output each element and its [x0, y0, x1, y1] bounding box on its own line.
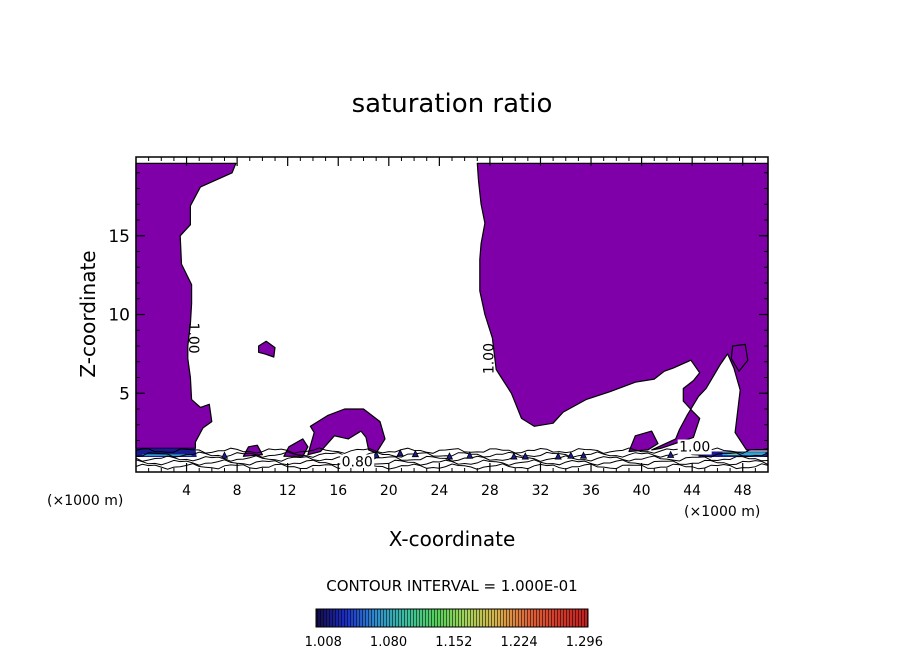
low-contour-0: [135, 463, 769, 470]
x-axis-label: X-coordinate: [389, 527, 516, 551]
x-tick-label-36: 36: [582, 483, 600, 499]
patch-7: [667, 450, 675, 458]
x-tick-label-40: 40: [633, 483, 651, 499]
surface-bands: [136, 448, 768, 457]
colorbar: 1.008 1.080 1.152 1.224 1.296: [305, 608, 603, 650]
region-small-10: [258, 340, 276, 358]
region-right: [476, 162, 769, 451]
y-ticks: 5 10 15: [108, 172, 768, 457]
y-tick-label-10: 10: [108, 306, 130, 326]
x-tick-label-4: 4: [182, 483, 191, 499]
patch-9: [445, 452, 454, 460]
patch-2: [510, 452, 518, 460]
x-unit-label-right: (×1000 m): [684, 504, 760, 520]
y-tick-label-15: 15: [108, 227, 130, 247]
x-tick-label-32: 32: [532, 483, 550, 499]
patch-11: [220, 451, 229, 459]
contour-label-1: 1.00: [482, 343, 498, 374]
colorbar-tick-label-0: 1.008: [305, 635, 342, 650]
colorbar-tick-label-3: 1.224: [500, 635, 537, 650]
patch-5: [567, 451, 575, 459]
low-contour-3: [135, 451, 769, 458]
x-tick-label-8: 8: [233, 483, 242, 499]
region-island: [730, 343, 749, 372]
low-contour-4: [135, 447, 769, 454]
contour-interval-text: CONTOUR INTERVAL = 1.000E-01: [326, 577, 577, 595]
x-unit-label-left: (×1000 m): [47, 493, 123, 509]
contour-label-3: 0.80: [342, 454, 373, 470]
colorbar-frame: [315, 608, 589, 628]
colorbar-tick-labels: 1.008 1.080 1.152 1.224 1.296: [305, 635, 603, 650]
colorbar-tick-label-2: 1.152: [435, 635, 472, 650]
region-blob-40: [628, 430, 659, 453]
surface-band-accent-2: [727, 453, 738, 455]
x-tick-label-20: 20: [380, 483, 398, 499]
contour-label-2: 1.00: [679, 440, 710, 456]
chart-title: saturation ratio: [352, 89, 553, 119]
colorbar-tick-label-1: 1.080: [370, 635, 407, 650]
region-mid-blob: [307, 408, 386, 456]
x-tick-label-16: 16: [329, 483, 347, 499]
contour-label-0: 1.00: [185, 323, 201, 354]
y-tick-label-5: 5: [119, 384, 130, 404]
y-axis-label: Z-coordinate: [76, 250, 100, 377]
x-tick-label-28: 28: [481, 483, 499, 499]
x-tick-label-44: 44: [683, 483, 701, 499]
colorbar-tick-label-4: 1.296: [566, 635, 603, 650]
patch-10: [372, 450, 380, 458]
low-contour-2: [135, 455, 769, 462]
patch-6: [579, 451, 588, 459]
colorbar-stripes: [316, 609, 588, 627]
contour-label-bg-2: [677, 439, 712, 455]
patch-1: [466, 451, 474, 459]
patch-8: [396, 448, 404, 457]
region-left: [135, 162, 237, 449]
x-ticks: 4 8 12 16 20 24 28 32 36 40 44 48: [148, 157, 756, 499]
x-tick-label-24: 24: [430, 483, 448, 499]
x-tick-label-48: 48: [734, 483, 752, 499]
surface-band-accent-0: [142, 454, 192, 456]
small-patches: [220, 448, 675, 460]
contour-label-bg-3: [340, 454, 375, 470]
patch-3: [521, 452, 529, 460]
saturated-regions: [135, 162, 769, 457]
patch-0: [411, 449, 419, 458]
contour-labels: 1.00 1.00 1.00 0.80: [185, 323, 712, 470]
plot-area: 1.001.001.000.80 4 8 12 16 20 24 28 32 36 40 44 48 …: [108, 156, 769, 499]
x-tick-label-12: 12: [279, 483, 297, 499]
patch-4: [554, 452, 562, 460]
low-contour-lines: [135, 447, 769, 470]
